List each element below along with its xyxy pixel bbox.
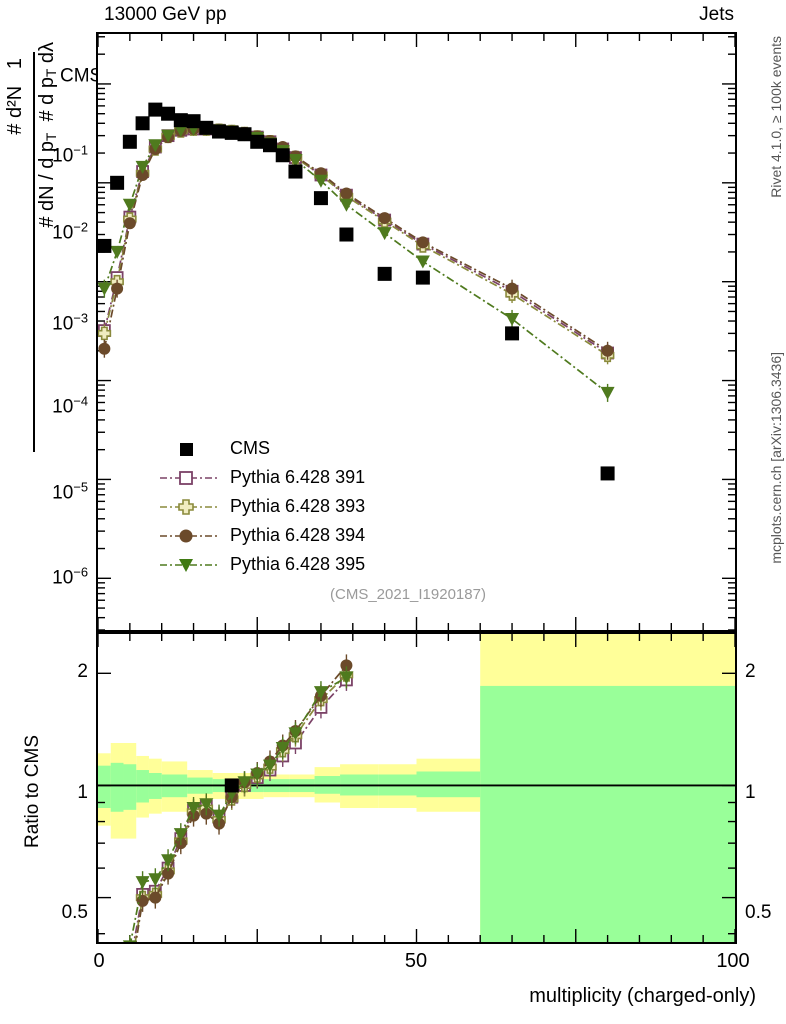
legend-item[interactable]: Pythia 6.428 395 — [160, 550, 365, 579]
ratio-tick-label-right: 2 — [745, 661, 756, 682]
y-tick-label: 10−1 — [52, 142, 88, 167]
legend-key-p395 — [160, 555, 218, 575]
legend-label: Pythia 6.428 391 — [230, 467, 366, 487]
legend-key-p393 — [160, 497, 218, 517]
y-tick-label: 10−2 — [52, 219, 88, 244]
x-tick-label: 100 — [716, 950, 750, 972]
legend-key-p391 — [160, 468, 218, 488]
x-axis-title: multiplicity (charged-only) — [529, 985, 756, 1007]
legend-label: Pythia 6.428 394 — [230, 525, 366, 545]
ratio-tick-label: 0.5 — [61, 902, 88, 923]
y-axis-numerator: # d²N 1 — [4, 58, 26, 135]
y-tick-label: 10−5 — [52, 479, 88, 504]
ratio-plot-area — [98, 634, 735, 942]
header-beam-label: 13000 GeV pp — [104, 4, 227, 25]
ratio-plot-panel — [96, 632, 737, 944]
y-tick-label: 10−3 — [52, 310, 88, 335]
ratio-tick-label-right: 1 — [745, 782, 756, 803]
legend-label: Pythia 6.428 393 — [230, 496, 366, 516]
main-plot-area — [98, 34, 735, 630]
legend-item[interactable]: Pythia 6.428 393 — [160, 492, 365, 521]
main-plot-panel — [96, 32, 737, 632]
analysis-id-watermark: (CMS_2021_I1920187) — [330, 586, 486, 603]
legend-key-cms — [160, 439, 218, 459]
ratio-tick-label-right: 0.5 — [745, 902, 772, 923]
legend-key-p394 — [160, 526, 218, 546]
ratio-tick-label: 1 — [77, 782, 88, 803]
y-axis-label: # d²N 1 # dN / d pT # d pT dλ — [2, 30, 64, 470]
rivet-version-label: Rivet 4.1.0, ≥ 100k events — [768, 36, 784, 198]
legend-label: Pythia 6.428 395 — [230, 554, 366, 574]
legend: CMS Pythia 6.428 391 Pythia 6.428 393 Py… — [160, 434, 365, 579]
x-tick-label: 50 — [404, 950, 428, 972]
legend-item[interactable]: Pythia 6.428 391 — [160, 463, 365, 492]
legend-item[interactable]: CMS — [160, 434, 365, 463]
header-category-label: Jets — [699, 4, 734, 25]
y-axis-fraction-bar — [33, 52, 35, 452]
y-axis-denominator: # dN / d pT # d pT dλ — [36, 42, 59, 228]
ratio-tick-label: 2 — [77, 661, 88, 682]
y-tick-label: 10−4 — [52, 393, 88, 418]
legend-item[interactable]: Pythia 6.428 394 — [160, 521, 365, 550]
x-tick-label: 0 — [93, 950, 105, 972]
y-tick-label: 10−6 — [52, 564, 88, 589]
mcplots-source-label: mcplots.cern.ch [arXiv:1306.3436] — [768, 352, 784, 564]
legend-label: CMS — [230, 438, 270, 458]
